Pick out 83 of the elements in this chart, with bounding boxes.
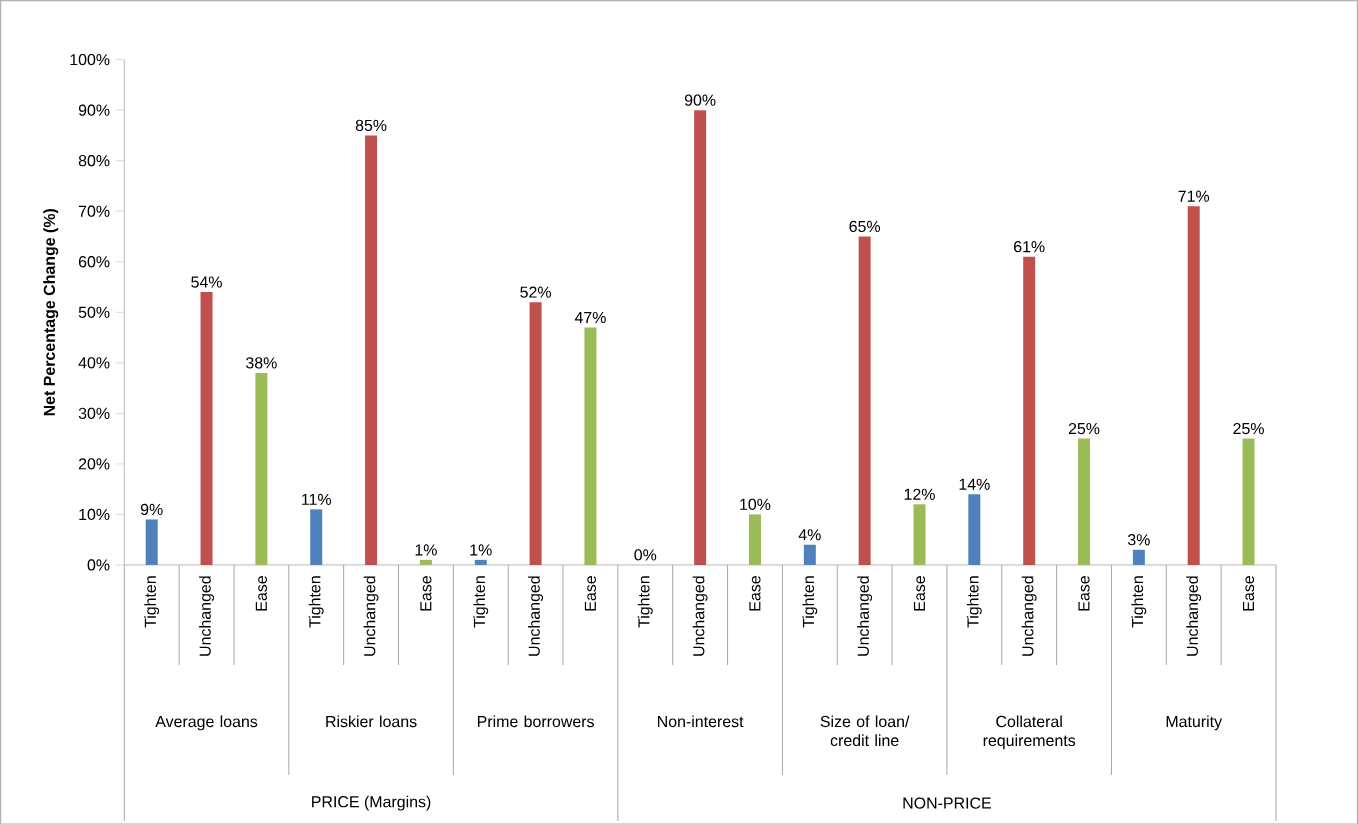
bar [1078,438,1091,566]
x-tick-label: Unchanged [1021,576,1037,656]
x-tick-label: Unchanged [528,576,544,656]
bar [474,560,487,566]
y-tick-label: 10% [79,508,110,521]
y-tick-label: 60% [78,256,110,268]
text: Collateral requirements [983,715,1076,750]
x-tick-label: Tighten [144,576,160,628]
x-tick-label: Tighten [966,576,982,628]
x-tick-label: Unchanged [692,576,708,656]
data-label: 25% [1233,423,1264,435]
x-tick-label: Unchanged [363,576,379,656]
x-tick-label: Unchanged [199,576,214,656]
text: PRICE (Margins) [312,795,431,811]
y-tick-label: 40% [78,357,110,369]
text: Maturity [1166,715,1223,731]
x-tick-label: Ease [1242,576,1255,611]
x-tick-label: Unchanged [1186,576,1202,656]
data-label: 10% [740,498,771,511]
data-label: 25% [1068,423,1100,435]
data-label: 38% [246,357,277,369]
x-tick-label: Tighten [1131,576,1147,628]
bar [145,519,158,566]
data-label: 71% [1178,190,1210,202]
bar [748,514,761,566]
bar [1023,256,1036,566]
data-label: 54% [191,276,222,288]
data-label: 3% [1127,534,1150,546]
x-tick-label: Tighten [802,576,818,628]
text: Riskier loans [326,715,417,728]
y-tick-label: 0% [87,559,110,571]
data-label: 90% [684,94,716,106]
y-tick-label: 90% [78,104,110,116]
data-label: 0% [634,549,657,561]
data-label: 9% [140,503,163,516]
bar [1242,438,1255,566]
data-label: 61% [1014,241,1045,253]
bar [529,302,542,566]
bar [858,236,871,566]
x-tick-label: Tighten [637,576,653,628]
text: Average loans [155,715,258,731]
x-tick-label: Ease [913,576,926,611]
bar [419,560,432,566]
bar [310,509,323,566]
data-label: 52% [520,286,551,298]
x-tick-label: Ease [584,576,596,611]
bar [200,292,213,566]
x-tick-label: Unchanged [857,576,873,656]
bar [694,110,707,566]
x-tick-label: Ease [1078,576,1090,611]
data-label: 4% [798,529,821,541]
data-label: 11% [302,493,332,506]
y-tick-label: 100% [70,54,110,66]
data-label: 14% [959,478,990,490]
data-label: 1% [470,544,492,556]
data-label: 1% [415,544,437,556]
text: Non-interest [658,715,744,728]
bar [584,327,597,566]
bar [255,373,268,566]
y-tick-label: 70% [78,205,110,218]
bar [803,544,816,566]
data-label: 12% [904,488,935,501]
bar [968,494,981,566]
x-tick-label: Ease [255,576,267,611]
text: NON-PRICE [903,797,991,809]
text: Size of loan/ credit line [820,715,910,747]
data-label: 47% [574,312,606,324]
bar [1187,206,1200,566]
x-tick-label: Ease [420,576,432,611]
y-tick-label: 50% [78,306,110,319]
bar [913,504,926,566]
bar [365,135,378,566]
y-tick-label: 30% [78,407,110,420]
x-tick-label: Ease [749,576,761,611]
y-tick-label: 80% [78,155,110,167]
x-tick-label: Tighten [308,576,324,628]
data-label: 65% [849,220,881,233]
y-tick-label: 20% [78,458,110,470]
text: Prime borrowers [477,715,594,728]
data-label: 85% [355,119,387,132]
bar [1132,549,1145,566]
y-axis-title: Net Percentage Change (%) [43,209,59,416]
x-tick-label: Tighten [473,576,489,628]
